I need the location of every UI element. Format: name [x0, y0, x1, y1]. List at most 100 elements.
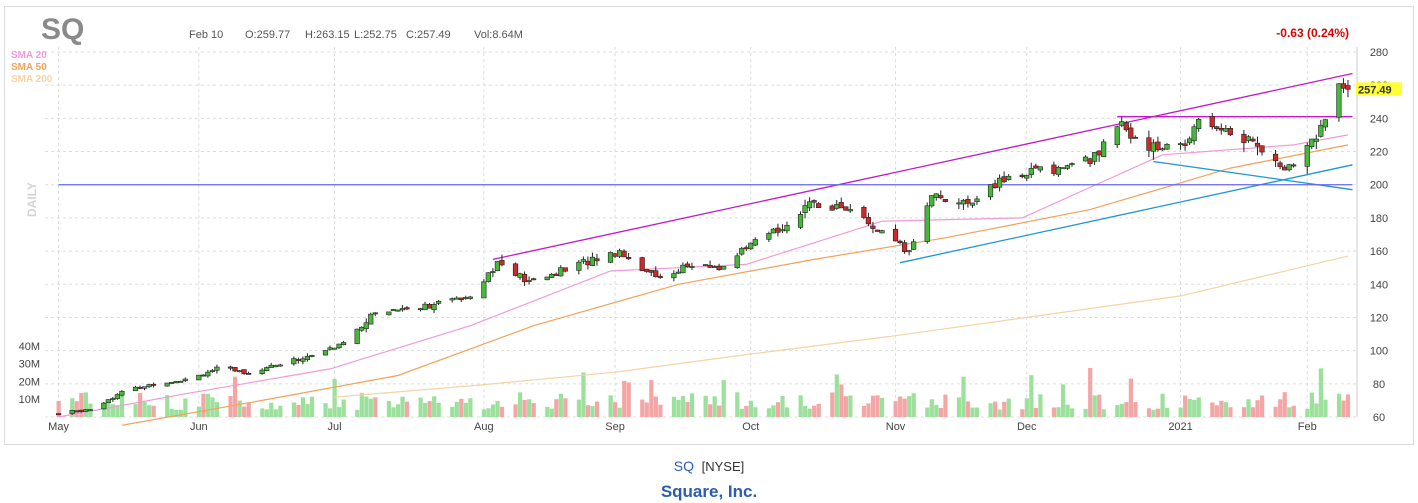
- x-tick-label: Oct: [742, 421, 759, 433]
- candle-body: [273, 365, 279, 368]
- volume-bar: [138, 392, 143, 417]
- volume-bar: [771, 405, 776, 417]
- open-label: O:259.77: [245, 29, 290, 41]
- volume-bar: [1345, 394, 1351, 417]
- volume-bar: [938, 407, 943, 417]
- candle-body: [1322, 119, 1328, 128]
- company-name-link[interactable]: Square, Inc.: [660, 482, 758, 501]
- x-tick-label: Jul: [328, 421, 342, 433]
- candle-body: [169, 382, 175, 384]
- candle-body: [870, 225, 876, 229]
- candle-body: [1132, 136, 1138, 139]
- candle-body: [517, 273, 523, 278]
- volume-bar: [242, 406, 247, 417]
- volume-bar: [269, 402, 274, 417]
- volume-bar: [558, 393, 563, 417]
- candle-body: [626, 256, 632, 260]
- moving-averages: [58, 134, 1349, 426]
- volume-bar: [309, 396, 315, 417]
- candle-body: [200, 374, 206, 377]
- volume-bar: [1065, 404, 1070, 417]
- candle-body: [404, 307, 410, 310]
- candle-body: [1096, 150, 1102, 156]
- candle-body: [1019, 174, 1025, 178]
- candle-body: [1101, 141, 1107, 158]
- candle-body: [1037, 166, 1043, 171]
- volume-bar: [866, 403, 871, 417]
- candle-body: [739, 248, 745, 255]
- candle-body: [811, 200, 817, 203]
- volume-bar: [1282, 392, 1287, 417]
- volume-bar: [214, 402, 220, 417]
- volume-bar: [1092, 395, 1097, 417]
- volume-bar: [499, 406, 505, 417]
- x-tick-label: May: [48, 421, 69, 433]
- volume-bar: [355, 409, 360, 417]
- volume-bar: [644, 402, 649, 417]
- volume-bar: [1214, 405, 1219, 417]
- ticker-symbol-link[interactable]: SQ: [673, 458, 694, 474]
- candle-body: [892, 228, 899, 242]
- volume-bar: [1223, 402, 1228, 417]
- volume-bar: [816, 403, 821, 417]
- volume-bar: [739, 408, 744, 417]
- candle-body: [802, 205, 808, 214]
- candle-body: [748, 242, 754, 250]
- volume-bar: [337, 407, 342, 417]
- volume-bar: [518, 392, 523, 417]
- candle-body: [607, 252, 614, 263]
- volume-bar: [151, 405, 156, 417]
- candle-body: [711, 266, 718, 269]
- volume-bar: [649, 380, 654, 417]
- candle-body: [454, 297, 460, 300]
- volume-bar: [1291, 405, 1296, 417]
- stock-chart[interactable]: 6080100120140160180200220240260280MayJun…: [5, 7, 1413, 444]
- candle-body: [531, 278, 537, 281]
- candle-body: [684, 263, 691, 268]
- volume-bar: [712, 396, 717, 417]
- volume-bar: [1259, 395, 1265, 417]
- candle-body: [1155, 141, 1161, 151]
- candle-body: [277, 364, 283, 367]
- y-tick-label: 140: [1370, 279, 1388, 291]
- volume-bar: [925, 407, 930, 417]
- candlesticks: [55, 78, 1351, 416]
- volume-bar: [432, 396, 437, 417]
- sma-200-line: [334, 255, 1349, 398]
- volume-bar: [328, 408, 333, 417]
- candle-body: [865, 217, 871, 225]
- volume-bar: [1051, 407, 1057, 417]
- volume-bar: [300, 397, 306, 417]
- candle-body: [304, 356, 311, 361]
- volume-tick-label: 10M: [19, 394, 40, 406]
- candle-body: [906, 250, 912, 253]
- volume-bar: [1323, 399, 1328, 417]
- candle-body: [1164, 143, 1170, 150]
- volume-bar: [1056, 407, 1061, 417]
- volume-bar: [323, 403, 328, 417]
- candle-body: [834, 204, 840, 209]
- volume-bar: [956, 397, 962, 417]
- volume-bar: [907, 396, 912, 417]
- volume-bar: [391, 407, 396, 417]
- volume-bar: [115, 405, 120, 417]
- x-tick-label: Dec: [1017, 421, 1037, 433]
- volume-bar: [929, 399, 934, 417]
- volume-bar: [766, 408, 772, 417]
- legend-sma-50: SMA 50: [11, 62, 47, 73]
- candle-body: [816, 203, 822, 209]
- volume-label: Vol:8.64M: [474, 29, 523, 41]
- y-tick-label: 280: [1370, 47, 1388, 59]
- volume-bar: [332, 378, 337, 417]
- volume-bar: [468, 398, 473, 417]
- volume-bar: [658, 404, 663, 417]
- volume-bar: [178, 409, 183, 417]
- candle-body: [322, 350, 329, 356]
- volume-bar: [1038, 394, 1043, 417]
- volume-bar: [775, 402, 781, 417]
- volume-bar: [626, 382, 631, 417]
- volume-bar: [486, 408, 491, 417]
- volume-bar: [974, 407, 980, 417]
- candle-body: [1024, 175, 1030, 179]
- candle-body: [648, 270, 654, 273]
